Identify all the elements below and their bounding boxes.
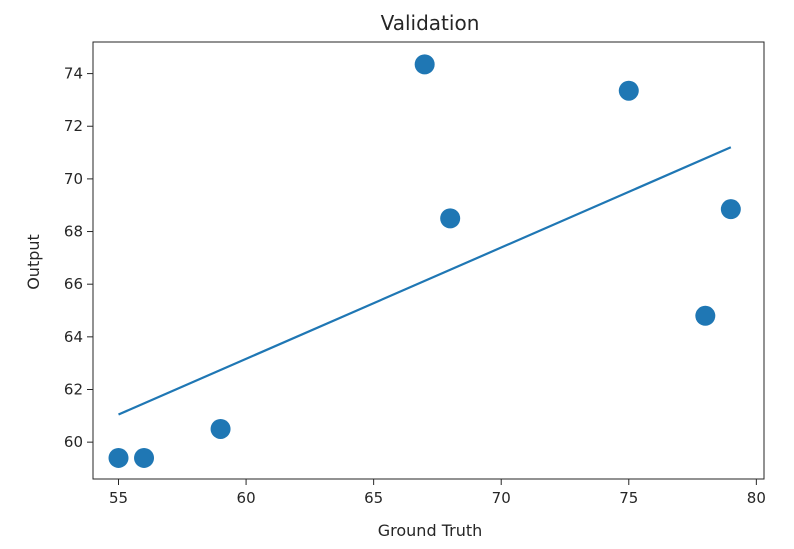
x-tick-label-65: 65	[364, 489, 383, 507]
fit-line	[118, 146, 732, 416]
x-tick-label-80: 80	[747, 489, 766, 507]
y-tick-label-74: 74	[64, 65, 83, 83]
data-point-4	[440, 208, 461, 229]
x-tick-label-55: 55	[109, 489, 128, 507]
x-tick-label-70: 70	[492, 489, 511, 507]
y-tick-label-66: 66	[64, 275, 83, 293]
x-axis-label: Ground Truth	[378, 521, 483, 540]
data-point-0	[108, 447, 129, 468]
x-tick-label-75: 75	[619, 489, 638, 507]
data-point-5	[618, 80, 639, 101]
x-tick-label-60: 60	[237, 489, 256, 507]
y-tick-label-70: 70	[64, 170, 83, 188]
data-point-7	[720, 199, 741, 220]
chart-title: Validation	[381, 11, 480, 35]
plot-frame	[92, 41, 765, 480]
data-point-1	[134, 447, 155, 468]
plot-marks	[108, 54, 741, 468]
data-point-6	[695, 305, 716, 326]
data-point-2	[210, 418, 231, 439]
x-axis-ticks: 55 60 65 70 75 80	[109, 479, 766, 507]
y-tick-label-64: 64	[64, 328, 83, 346]
data-point-3	[414, 54, 435, 75]
y-tick-label-62: 62	[64, 380, 83, 398]
y-axis-ticks: 60 62 64 66 68 70 72 74	[64, 65, 93, 451]
y-axis-label: Output	[24, 234, 43, 290]
y-tick-label-72: 72	[64, 117, 83, 135]
y-tick-label-68: 68	[64, 223, 83, 241]
y-tick-label-60: 60	[64, 433, 83, 451]
